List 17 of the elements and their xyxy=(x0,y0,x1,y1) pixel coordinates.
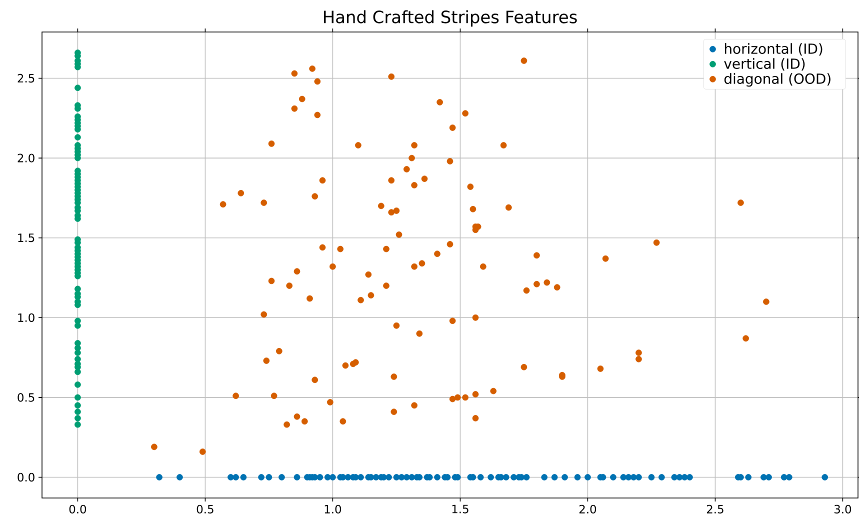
y-tick-label: 1.0 xyxy=(18,313,34,322)
y-tick-label: 2.0 xyxy=(18,154,34,162)
x-tick-label: 1.5 xyxy=(452,504,468,514)
y-tick-label: 2.5 xyxy=(18,74,34,83)
x-tick-label: 0.0 xyxy=(69,504,86,514)
y-tick-label: 1.5 xyxy=(18,234,34,242)
x-tick-label: 0.5 xyxy=(196,504,214,514)
y-tick-label: 0.0 xyxy=(18,472,34,482)
x-tick-label: 3.0 xyxy=(834,504,852,514)
legend-label: vertical (ID) xyxy=(724,58,805,71)
x-tick-label: 2.0 xyxy=(579,504,596,514)
y-tick-label: 0.5 xyxy=(18,393,34,402)
legend-label: horizontal (ID) xyxy=(724,43,822,56)
x-tick-label: 2.5 xyxy=(706,504,724,514)
x-tick-label: 1.0 xyxy=(324,504,342,514)
chart-title: Hand Crafted Stripes Features xyxy=(324,10,577,27)
legend-label: diagonal (OOD) xyxy=(724,73,830,87)
